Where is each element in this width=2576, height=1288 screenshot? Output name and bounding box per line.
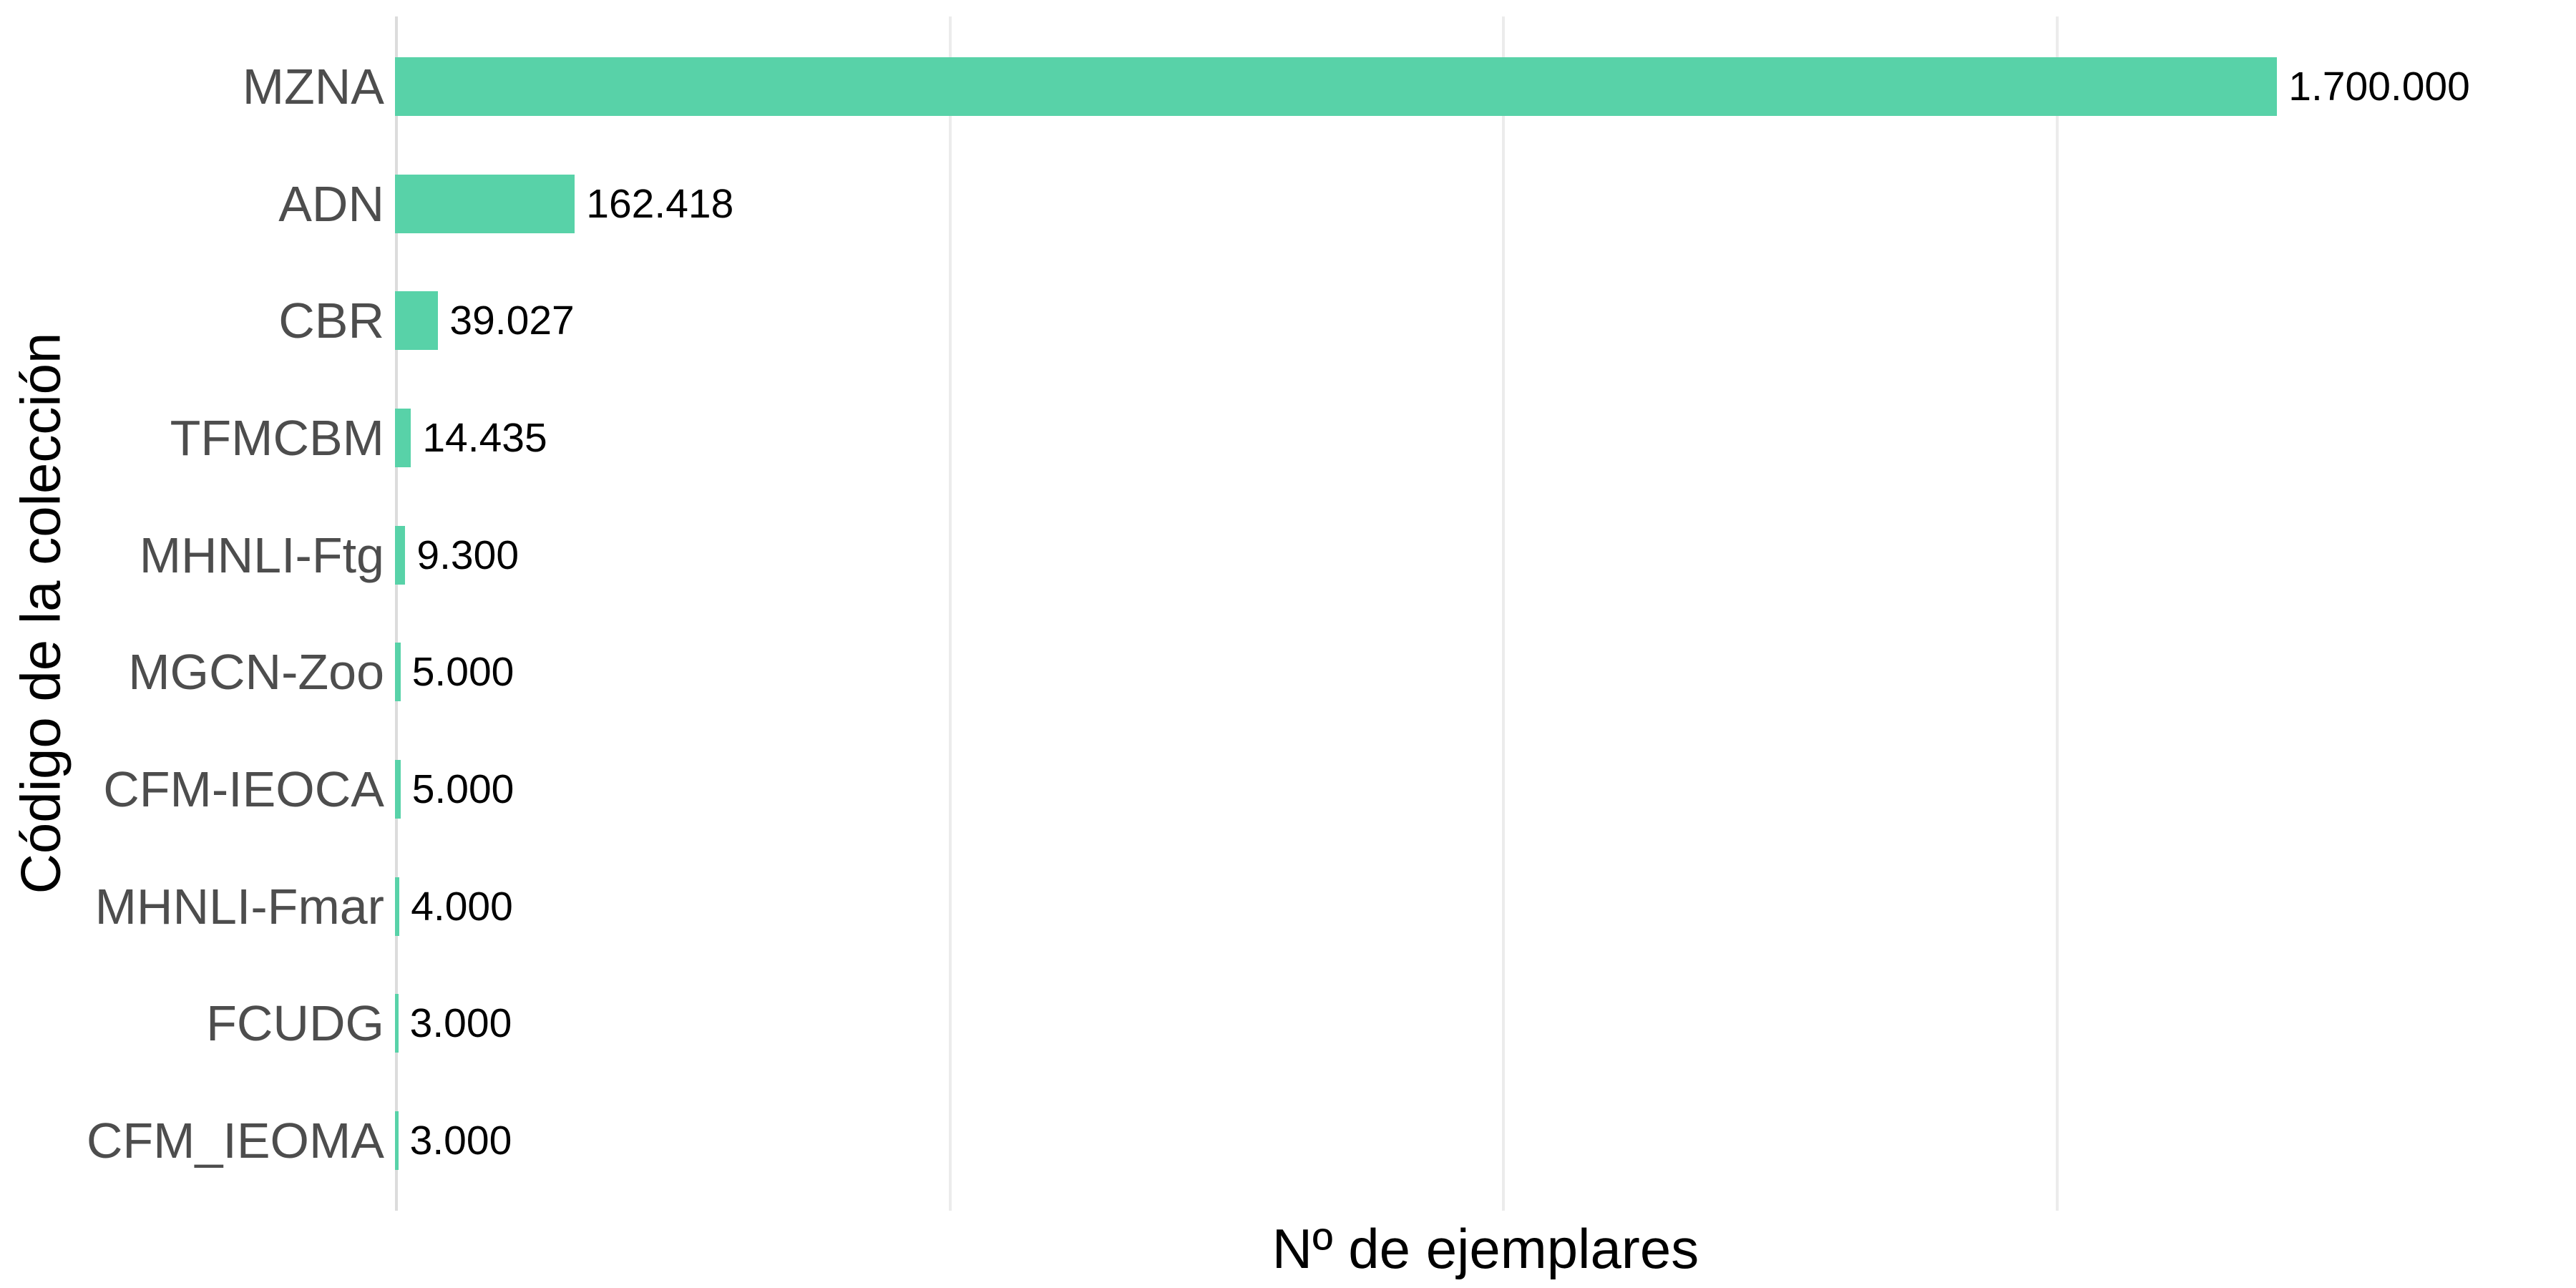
bar [395, 1111, 399, 1170]
value-label: 5.000 [411, 766, 514, 812]
x-axis-title: Nº de ejemplares [1272, 1217, 1699, 1280]
category-label: TFMCBM [170, 410, 384, 467]
value-label: 5.000 [411, 649, 514, 696]
category-label: ADN [278, 175, 384, 232]
bar [395, 291, 439, 351]
y-axis-line [395, 16, 398, 1211]
x-gridline [1502, 16, 1506, 1211]
bar [395, 174, 575, 233]
value-label: 4.000 [411, 883, 513, 930]
bar [395, 759, 401, 819]
bar [395, 409, 411, 468]
value-label: 14.435 [422, 415, 547, 462]
category-label: MHNLI-Ftg [139, 527, 384, 583]
value-label: 39.027 [449, 298, 575, 344]
category-label: CFM-IEOCA [103, 761, 384, 817]
value-label: 3.000 [409, 1117, 512, 1163]
category-label: MHNLI-Fmar [94, 878, 384, 935]
category-label: FCUDG [206, 995, 384, 1052]
value-label: 1.700.000 [2288, 64, 2470, 110]
bar [395, 994, 399, 1053]
bar [395, 643, 401, 702]
x-gridline [2055, 16, 2059, 1211]
value-label: 9.300 [416, 532, 519, 578]
bar [395, 525, 406, 585]
category-label: CFM_IEOMA [86, 1112, 384, 1169]
value-label: 3.000 [409, 1000, 512, 1047]
category-label: CBR [278, 293, 384, 349]
category-label: MGCN-Zoo [128, 644, 384, 701]
value-label: 162.418 [586, 180, 734, 227]
bar [395, 877, 400, 936]
category-label: MZNA [242, 59, 384, 115]
bar [395, 57, 2278, 117]
x-gridline [948, 16, 952, 1211]
